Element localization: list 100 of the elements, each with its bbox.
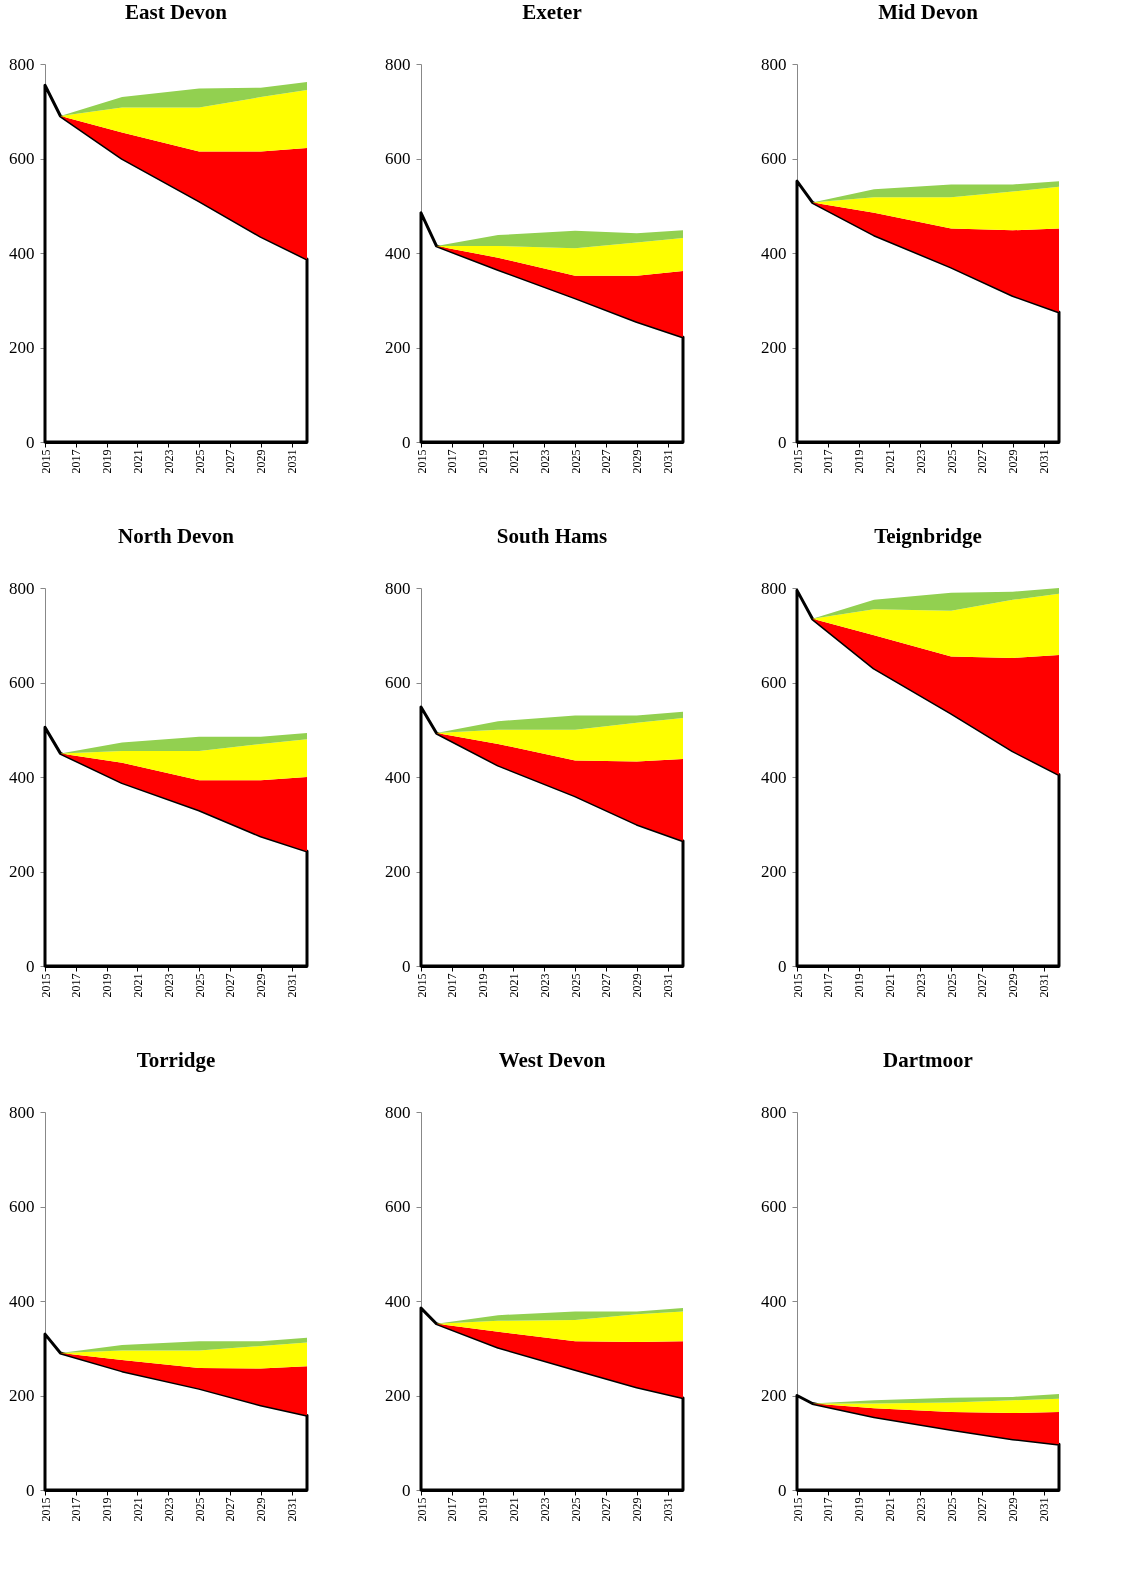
- chart-title: South Hams: [496, 524, 608, 548]
- x-tick-label: 2027: [223, 973, 238, 998]
- x-tick-label: 2029: [1006, 973, 1021, 998]
- x-tick-label: 2023: [913, 449, 928, 474]
- x-tick-label: 2021: [882, 1497, 897, 1522]
- y-tick-label: 0: [778, 432, 787, 452]
- x-tick-label: 2025: [568, 1497, 583, 1522]
- y-tick-label: 400: [385, 767, 411, 787]
- x-tick-label: 2015: [414, 1497, 429, 1522]
- x-tick-label: 2029: [254, 449, 269, 474]
- x-tick-label: 2021: [130, 973, 145, 998]
- x-tick-label: 2025: [568, 449, 583, 474]
- y-tick-label: 0: [402, 1480, 411, 1500]
- x-tick-label: 2029: [630, 973, 645, 998]
- y-tick-label: 800: [9, 54, 35, 74]
- x-tick-label: 2027: [223, 449, 238, 474]
- x-tick-label: 2015: [790, 1497, 805, 1522]
- y-tick-label: 200: [385, 338, 411, 357]
- x-tick-label: 2031: [661, 1497, 676, 1522]
- x-tick-label: 2023: [913, 1497, 928, 1522]
- x-tick-label: 2031: [1037, 449, 1052, 474]
- y-tick-label: 600: [9, 673, 35, 692]
- y-tick-label: 200: [9, 338, 35, 357]
- x-tick-label: 2029: [1006, 449, 1021, 474]
- x-tick-label: 2017: [821, 449, 836, 474]
- y-tick-label: 0: [26, 432, 35, 452]
- chart-title: Exeter: [522, 0, 582, 24]
- y-tick-label: 800: [761, 578, 787, 598]
- x-tick-label: 2029: [630, 449, 645, 474]
- chart-title: Torridge: [136, 1048, 216, 1072]
- x-tick-label: 2029: [254, 973, 269, 998]
- y-tick-label: 600: [761, 673, 787, 692]
- x-tick-label: 2017: [69, 449, 84, 474]
- chart-title: North Devon: [117, 524, 235, 548]
- x-tick-label: 2023: [537, 973, 552, 998]
- x-tick-label: 2029: [254, 1497, 269, 1522]
- x-tick-label: 2021: [506, 1497, 521, 1522]
- x-tick-label: 2025: [192, 1497, 207, 1522]
- x-tick-label: 2021: [882, 973, 897, 998]
- x-tick-label: 2027: [599, 973, 614, 998]
- y-tick-label: 800: [385, 578, 411, 598]
- y-tick-label: 400: [385, 243, 411, 263]
- x-tick-label: 2031: [285, 449, 300, 474]
- y-tick-label: 0: [402, 432, 411, 452]
- chart-title: East Devon: [124, 0, 228, 24]
- x-tick-label: 2023: [161, 973, 176, 998]
- x-tick-label: 2021: [130, 449, 145, 474]
- x-tick-label: 2015: [38, 1497, 53, 1522]
- y-tick-label: 0: [26, 1480, 35, 1500]
- y-tick-label: 400: [385, 1291, 411, 1311]
- x-tick-label: 2023: [161, 449, 176, 474]
- y-tick-label: 400: [761, 1291, 787, 1311]
- chart-title: Mid Devon: [878, 0, 979, 24]
- x-tick-label: 2025: [192, 973, 207, 998]
- y-tick-label: 0: [778, 1480, 787, 1500]
- y-tick-label: 200: [761, 338, 787, 357]
- x-tick-label: 2019: [100, 449, 115, 474]
- y-tick-label: 200: [761, 1386, 787, 1405]
- y-tick-label: 200: [385, 1386, 411, 1405]
- y-tick-label: 0: [26, 956, 35, 976]
- x-tick-label: 2019: [476, 449, 491, 474]
- y-tick-label: 600: [385, 1197, 411, 1216]
- x-tick-label: 2031: [285, 1497, 300, 1522]
- x-tick-label: 2015: [38, 449, 53, 474]
- x-tick-label: 2019: [852, 973, 867, 998]
- y-tick-label: 400: [9, 1291, 35, 1311]
- x-tick-label: 2031: [1037, 1497, 1052, 1522]
- x-tick-label: 2019: [852, 1497, 867, 1522]
- y-tick-label: 200: [9, 862, 35, 881]
- x-tick-label: 2025: [944, 973, 959, 998]
- x-tick-label: 2021: [506, 973, 521, 998]
- x-tick-label: 2015: [790, 973, 805, 998]
- y-tick-label: 600: [761, 1197, 787, 1216]
- y-tick-label: 800: [385, 1102, 411, 1122]
- x-tick-label: 2015: [38, 973, 53, 998]
- x-tick-label: 2025: [568, 973, 583, 998]
- chart-title: Dartmoor: [883, 1048, 973, 1072]
- x-tick-label: 2017: [821, 973, 836, 998]
- x-tick-label: 2031: [661, 973, 676, 998]
- x-tick-label: 2027: [599, 449, 614, 474]
- x-tick-label: 2019: [476, 1497, 491, 1522]
- x-tick-label: 2027: [223, 1497, 238, 1522]
- y-tick-label: 400: [761, 767, 787, 787]
- x-tick-label: 2019: [100, 973, 115, 998]
- y-tick-label: 200: [385, 862, 411, 881]
- y-tick-label: 0: [402, 956, 411, 976]
- x-tick-label: 2031: [285, 973, 300, 998]
- x-tick-label: 2015: [414, 973, 429, 998]
- x-tick-label: 2021: [882, 449, 897, 474]
- x-tick-label: 2029: [630, 1497, 645, 1522]
- y-tick-label: 200: [9, 1386, 35, 1405]
- x-tick-label: 2025: [944, 449, 959, 474]
- x-tick-label: 2017: [69, 973, 84, 998]
- y-tick-label: 800: [385, 54, 411, 74]
- chart-title: Teignbridge: [874, 524, 982, 548]
- x-tick-label: 2027: [599, 1497, 614, 1522]
- x-tick-label: 2027: [975, 1497, 990, 1522]
- y-tick-label: 800: [761, 1102, 787, 1122]
- y-tick-label: 600: [9, 1197, 35, 1216]
- x-tick-label: 2029: [1006, 1497, 1021, 1522]
